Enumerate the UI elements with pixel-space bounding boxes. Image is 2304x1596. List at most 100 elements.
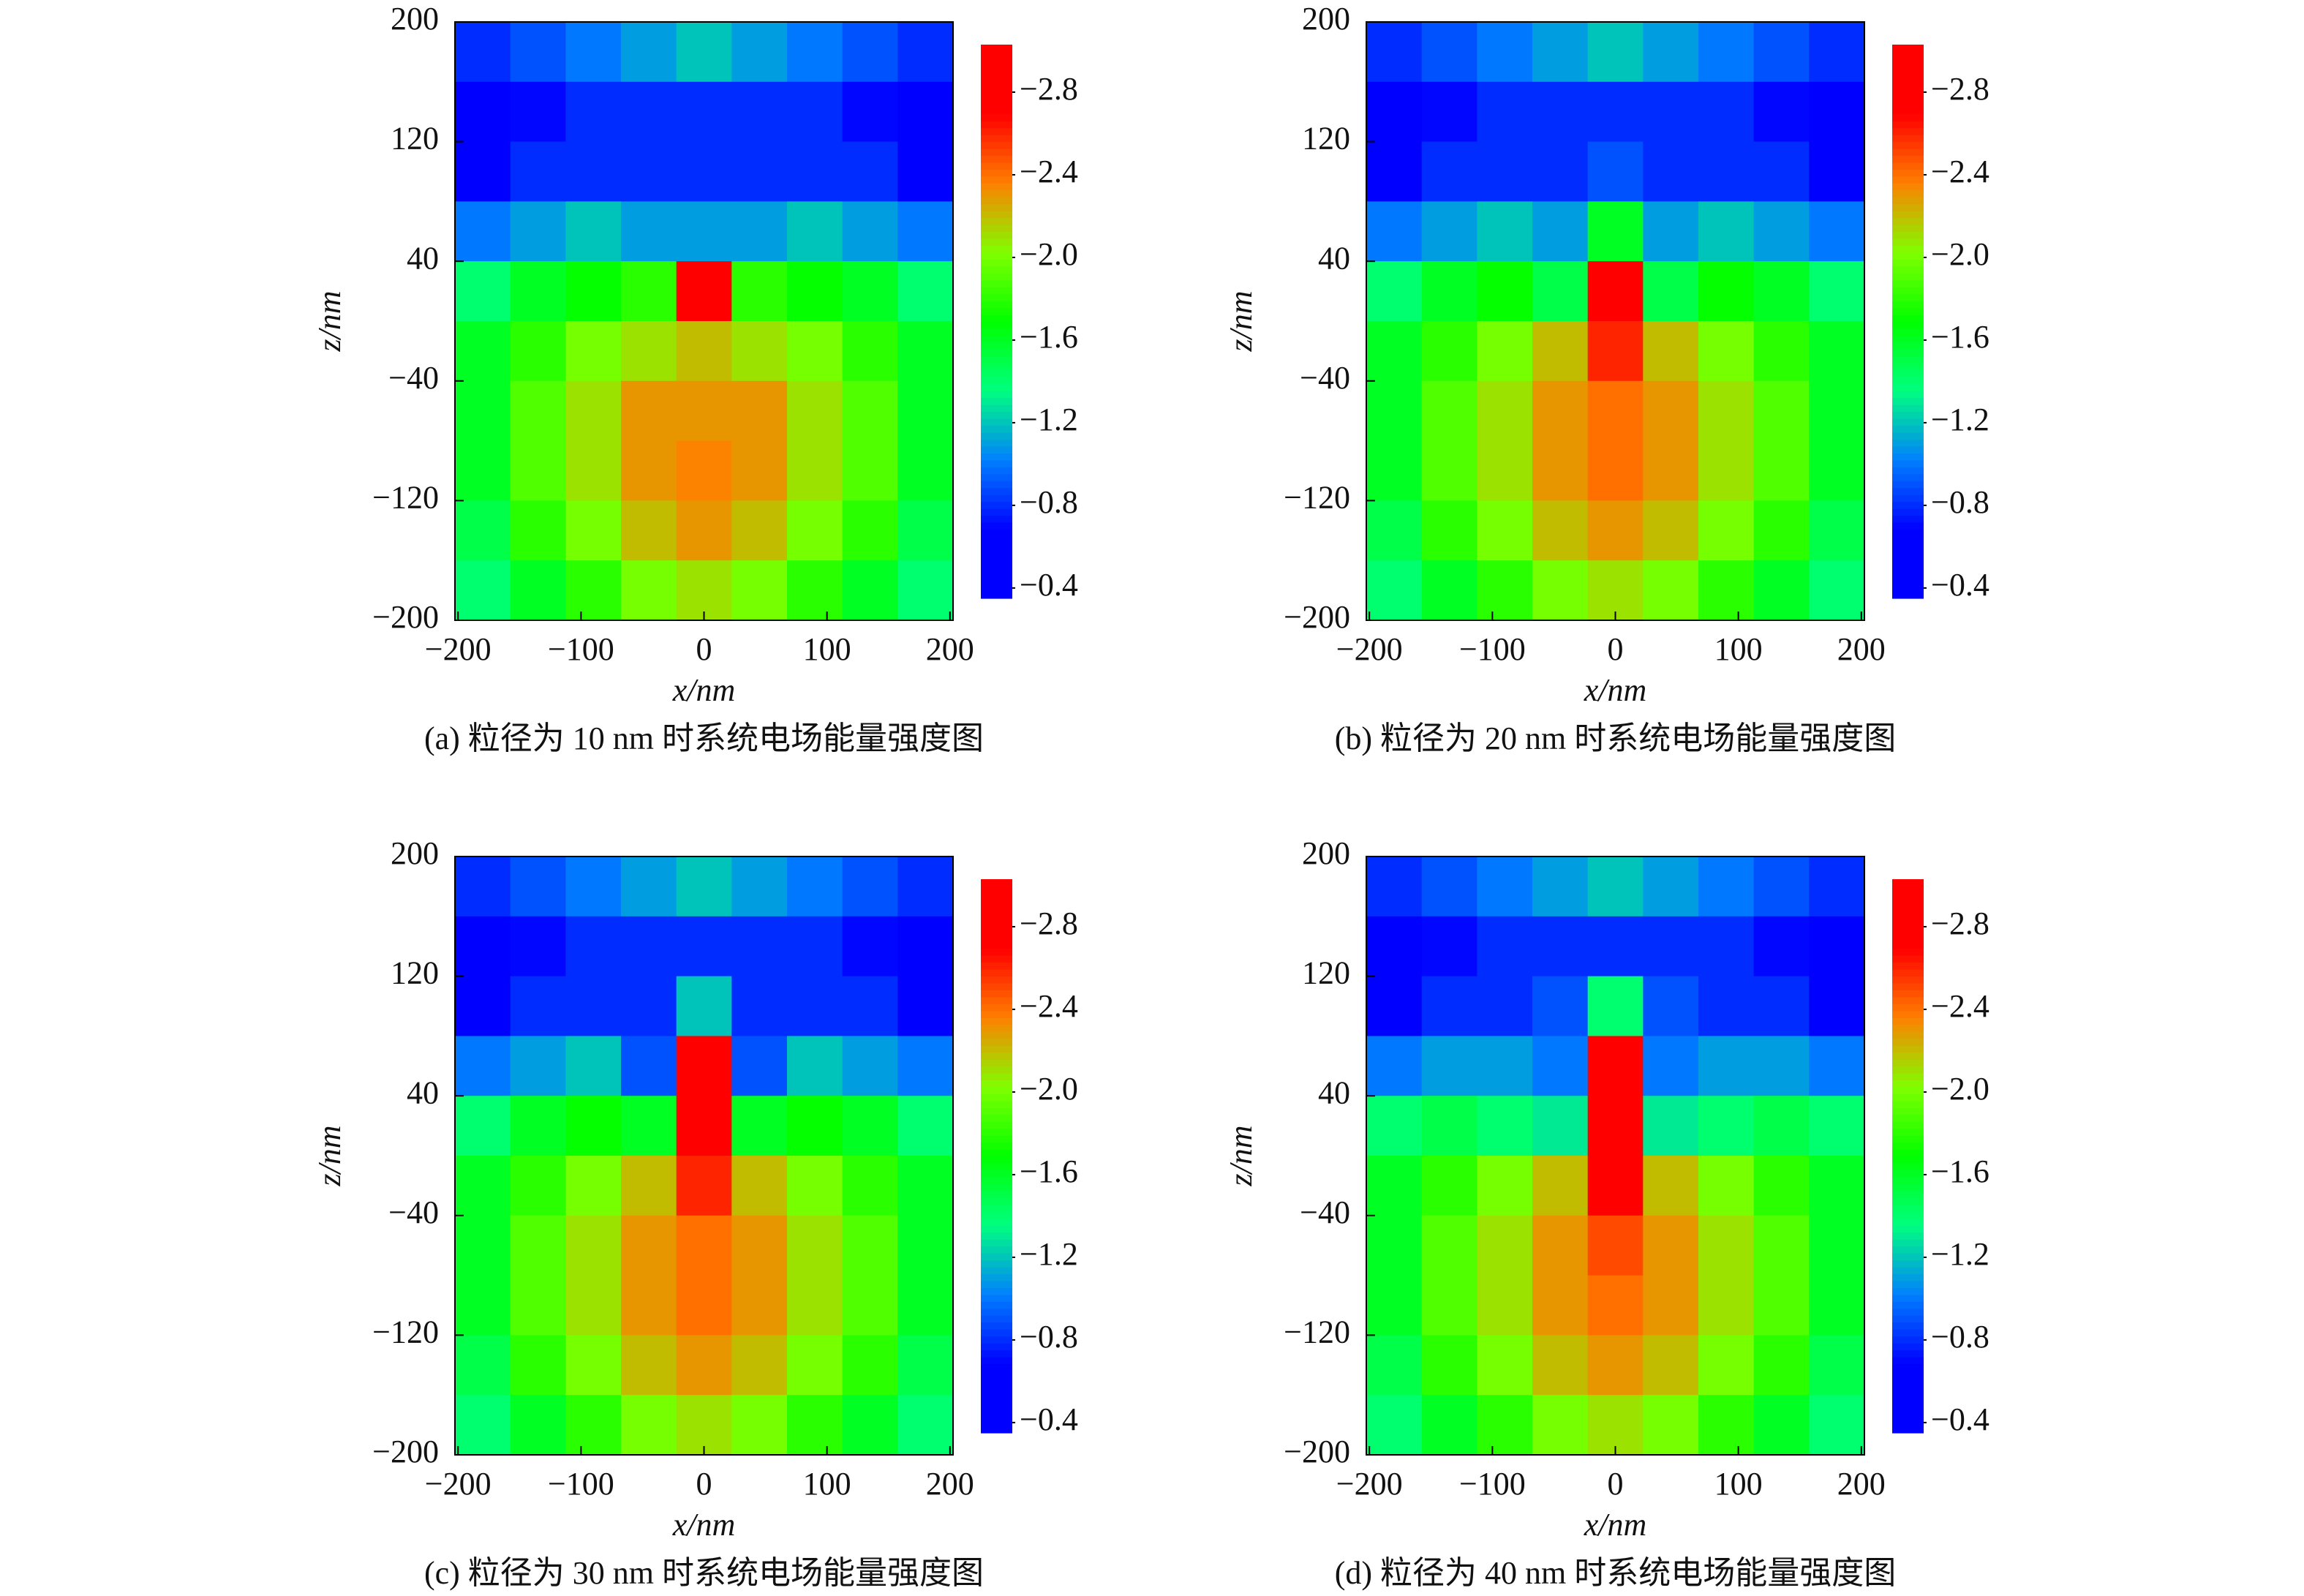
colorbar-segment: [1892, 927, 1924, 936]
colorbar-segment: [981, 1391, 1012, 1399]
colorbar-segment: [981, 1017, 1012, 1025]
colorbar-segment: [981, 155, 1012, 163]
colorbar-segment: [1892, 1342, 1924, 1351]
heat-cell: [842, 916, 898, 977]
heat-cell: [1366, 141, 1423, 202]
colorbar-segment: [1892, 176, 1924, 184]
heat-cell: [897, 916, 954, 977]
heat-cell: [1753, 1215, 1810, 1276]
colorbar-segment: [1892, 1260, 1924, 1268]
x-axis-label: x/nm: [672, 672, 736, 708]
colorbar-segment: [1892, 155, 1924, 163]
heat-cell: [1366, 261, 1423, 322]
colorbar-segment: [981, 113, 1012, 121]
heat-cell: [1698, 1156, 1755, 1216]
heat-cell: [1753, 1096, 1810, 1156]
heat-cell: [787, 1215, 843, 1276]
y-tick-label: −40: [388, 360, 439, 396]
colorbar-segment: [1892, 934, 1924, 942]
colorbar-segment: [1892, 990, 1924, 998]
heat-cell: [1532, 81, 1589, 143]
x-tick-label: −200: [425, 631, 492, 667]
heat-cell: [565, 380, 622, 442]
colorbar-segment: [1892, 1059, 1924, 1067]
heat-cell: [565, 1156, 622, 1216]
colorbar-segment: [1892, 1024, 1924, 1032]
heat-cell: [1643, 1215, 1699, 1276]
heat-cell: [1809, 916, 1865, 977]
colorbar-segment: [1892, 1197, 1924, 1205]
colorbar-segment: [981, 1010, 1012, 1018]
panel-caption: (a) 粒径为 10 nm 时系统电场能量强度图: [424, 720, 984, 756]
heat-cell: [455, 81, 511, 143]
colorbar-segment: [1892, 1384, 1924, 1392]
heat-cell: [897, 1156, 954, 1216]
heat-cell: [1532, 440, 1589, 501]
heat-cell: [1421, 1275, 1477, 1336]
heat-cell: [565, 81, 622, 143]
heat-cell: [621, 916, 677, 977]
colorbar-segment: [1892, 1329, 1924, 1337]
heat-cell: [510, 201, 566, 262]
heat-cell: [1809, 1096, 1865, 1156]
panel: −200 −100 0 100 200 200 120 40 −40 −120 −200 x/nm z/…: [1223, 1, 1989, 756]
colorbar-segment: [981, 279, 1012, 287]
colorbar-segment: [981, 58, 1012, 66]
colorbar-segment: [981, 217, 1012, 225]
colorbar-segment: [981, 584, 1012, 592]
colorbar-segment: [981, 1004, 1012, 1012]
colorbar-segment: [981, 335, 1012, 343]
heat-cell: [897, 857, 954, 917]
heat-cell: [455, 1215, 511, 1276]
colorbar-segment: [981, 996, 1012, 1004]
heat-cell: [1753, 1395, 1810, 1456]
colorbar-segment: [1892, 1038, 1924, 1046]
heat-cell: [455, 500, 511, 561]
heat-cell: [731, 1335, 788, 1396]
heat-cell: [621, 1215, 677, 1276]
colorbar-segment: [981, 591, 1012, 599]
heat-cell: [1477, 976, 1533, 1036]
heat-cell: [676, 22, 732, 83]
colorbar-segment: [1892, 1052, 1924, 1060]
heat-cell: [621, 1395, 677, 1456]
x-tick-label: −100: [548, 631, 614, 667]
colorbar-segment: [981, 148, 1012, 156]
colorbar-segment: [981, 1072, 1012, 1081]
heat-cell: [787, 22, 843, 83]
heat-cell: [1698, 976, 1755, 1036]
heat-cell: [842, 261, 898, 322]
colorbar-segment: [1892, 1190, 1924, 1198]
colorbar-segment: [981, 86, 1012, 94]
heat-cell: [787, 1036, 843, 1096]
heat-cell: [842, 1275, 898, 1336]
colorbar-segment: [1892, 1398, 1924, 1406]
heat-cell: [1809, 500, 1865, 561]
colorbar-segment: [981, 529, 1012, 537]
colorbar-segment: [981, 1204, 1012, 1212]
colorbar-segment: [1892, 315, 1924, 323]
y-tick-label: −200: [1284, 599, 1350, 635]
colorbar-tick-label: −0.8: [1020, 484, 1078, 520]
heat-cell: [1753, 380, 1810, 442]
colorbar-segment: [981, 515, 1012, 523]
colorbar-segment: [1892, 231, 1924, 239]
colorbar-segment: [1892, 1066, 1924, 1074]
heat-cell: [1698, 500, 1755, 561]
heat-cell: [1477, 1036, 1533, 1096]
heat-cell: [842, 1156, 898, 1216]
colorbar-segment: [981, 1412, 1012, 1420]
colorbar-segment: [1892, 93, 1924, 101]
heat-cell: [455, 22, 511, 83]
heat-cell: [1366, 1156, 1423, 1216]
heat-cell: [1532, 201, 1589, 262]
colorbar-tick-label: −0.8: [1020, 1319, 1078, 1355]
heat-cell: [676, 1156, 732, 1216]
heat-cell: [1532, 1036, 1589, 1096]
colorbar-segment: [1892, 273, 1924, 281]
heat-cell: [1753, 201, 1810, 262]
heat-cell: [1587, 1156, 1644, 1216]
heat-cell: [1698, 1215, 1755, 1276]
colorbar-segment: [981, 1052, 1012, 1060]
